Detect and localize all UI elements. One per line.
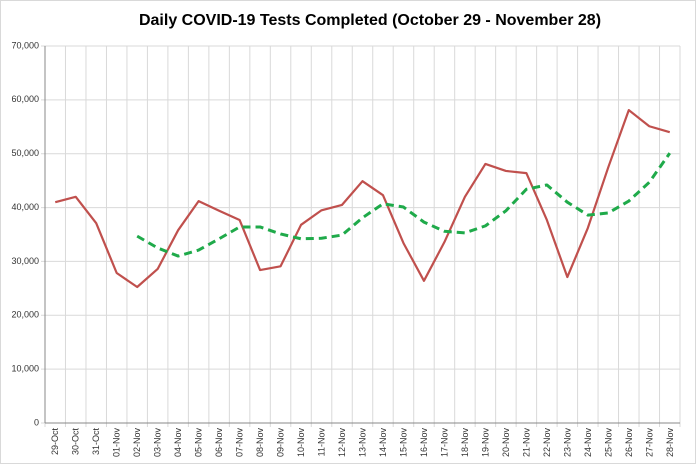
x-tick-label: 17-Nov <box>439 428 449 458</box>
x-tick-label: 02-Nov <box>132 428 142 458</box>
x-tick-label: 22-Nov <box>542 428 552 458</box>
x-tick-label: 28-Nov <box>665 428 675 458</box>
x-tick-label: 19-Nov <box>480 428 490 458</box>
x-tick-label: 23-Nov <box>562 428 572 458</box>
y-tick-label: 60,000 <box>11 94 39 104</box>
x-tick-label: 16-Nov <box>419 428 429 458</box>
x-tick-label: 15-Nov <box>398 428 408 458</box>
x-tick-label: 01-Nov <box>112 428 122 458</box>
x-tick-label: 09-Nov <box>276 428 286 458</box>
x-tick-label: 07-Nov <box>235 428 245 458</box>
x-tick-label: 04-Nov <box>173 428 183 458</box>
x-tick-label: 08-Nov <box>255 428 265 458</box>
y-tick-label: 10,000 <box>11 364 39 374</box>
y-tick-label: 40,000 <box>11 202 39 212</box>
x-tick-label: 31-Oct <box>91 428 101 456</box>
x-tick-label: 30-Oct <box>71 428 81 456</box>
x-tick-label: 24-Nov <box>583 428 593 458</box>
x-tick-label: 10-Nov <box>296 428 306 458</box>
x-tick-label: 27-Nov <box>644 428 654 458</box>
x-tick-label: 14-Nov <box>378 428 388 458</box>
x-tick-label: 03-Nov <box>153 428 163 458</box>
series-line <box>136 152 671 258</box>
x-tick-label: 21-Nov <box>521 428 531 458</box>
x-tick-label: 26-Nov <box>624 428 634 458</box>
y-tick-label: 30,000 <box>11 256 39 266</box>
x-tick-label: 05-Nov <box>194 428 204 458</box>
x-tick-label: 06-Nov <box>214 428 224 458</box>
x-tick-label: 13-Nov <box>358 428 368 458</box>
x-tick-label: 25-Nov <box>603 428 613 458</box>
x-tick-label: 29-Oct <box>50 428 60 456</box>
chart-title: Daily COVID-19 Tests Completed (October … <box>139 12 601 29</box>
y-tick-label: 20,000 <box>11 310 39 320</box>
x-tick-label: 12-Nov <box>337 428 347 458</box>
x-tick-label: 11-Nov <box>317 428 327 457</box>
y-tick-label: 70,000 <box>11 40 39 50</box>
series-line <box>54 108 671 289</box>
y-tick-label: 0 <box>34 417 39 427</box>
x-tick-label: 18-Nov <box>460 428 470 458</box>
x-tick-label: 20-Nov <box>501 428 511 458</box>
y-tick-label: 50,000 <box>11 148 39 158</box>
